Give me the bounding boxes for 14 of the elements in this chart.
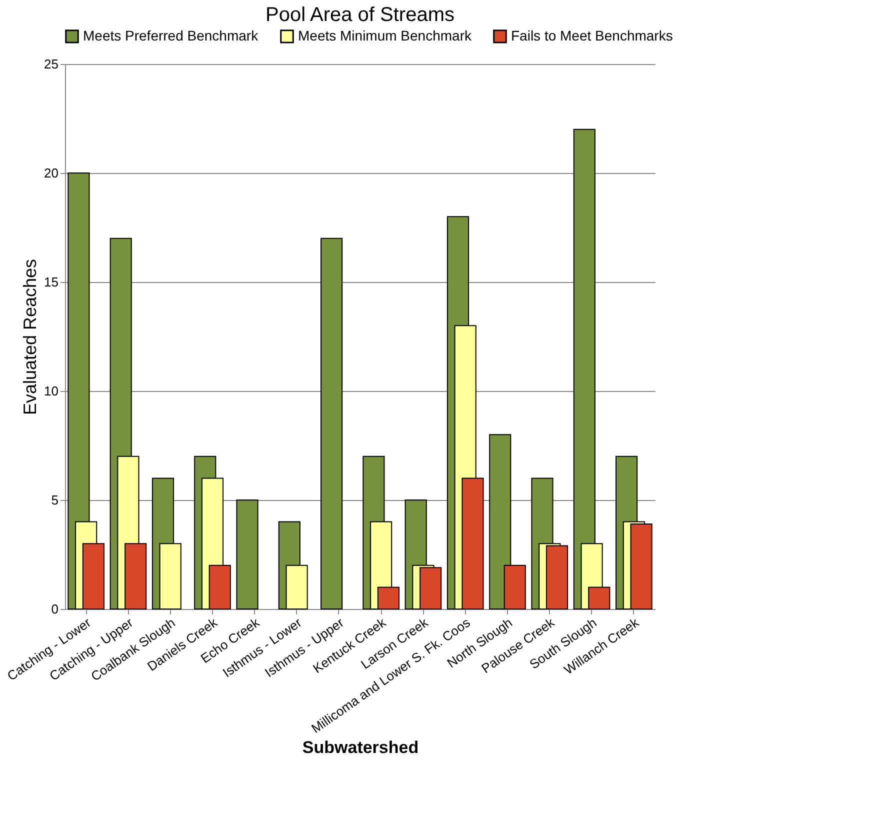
- bar: [236, 500, 258, 610]
- legend-label: Meets Preferred Benchmark: [83, 27, 260, 44]
- legend-label: Fails to Meet Benchmarks: [511, 27, 673, 44]
- x-axis-title: Subwatershed: [302, 738, 419, 758]
- y-tick-label: 20: [44, 166, 58, 180]
- chart-title: Pool Area of Streams: [266, 4, 454, 26]
- y-axis-title: Evaluated Reaches: [20, 258, 40, 416]
- y-tick-label: 0: [51, 602, 58, 616]
- bar: [320, 238, 343, 610]
- legend-label: Meets Minimum Benchmark: [298, 27, 472, 44]
- y-tick-label: 25: [44, 56, 58, 72]
- y-tick-label: 10: [44, 384, 58, 398]
- y-tick-label: 15: [44, 274, 58, 290]
- y-tick-label: 5: [51, 492, 58, 508]
